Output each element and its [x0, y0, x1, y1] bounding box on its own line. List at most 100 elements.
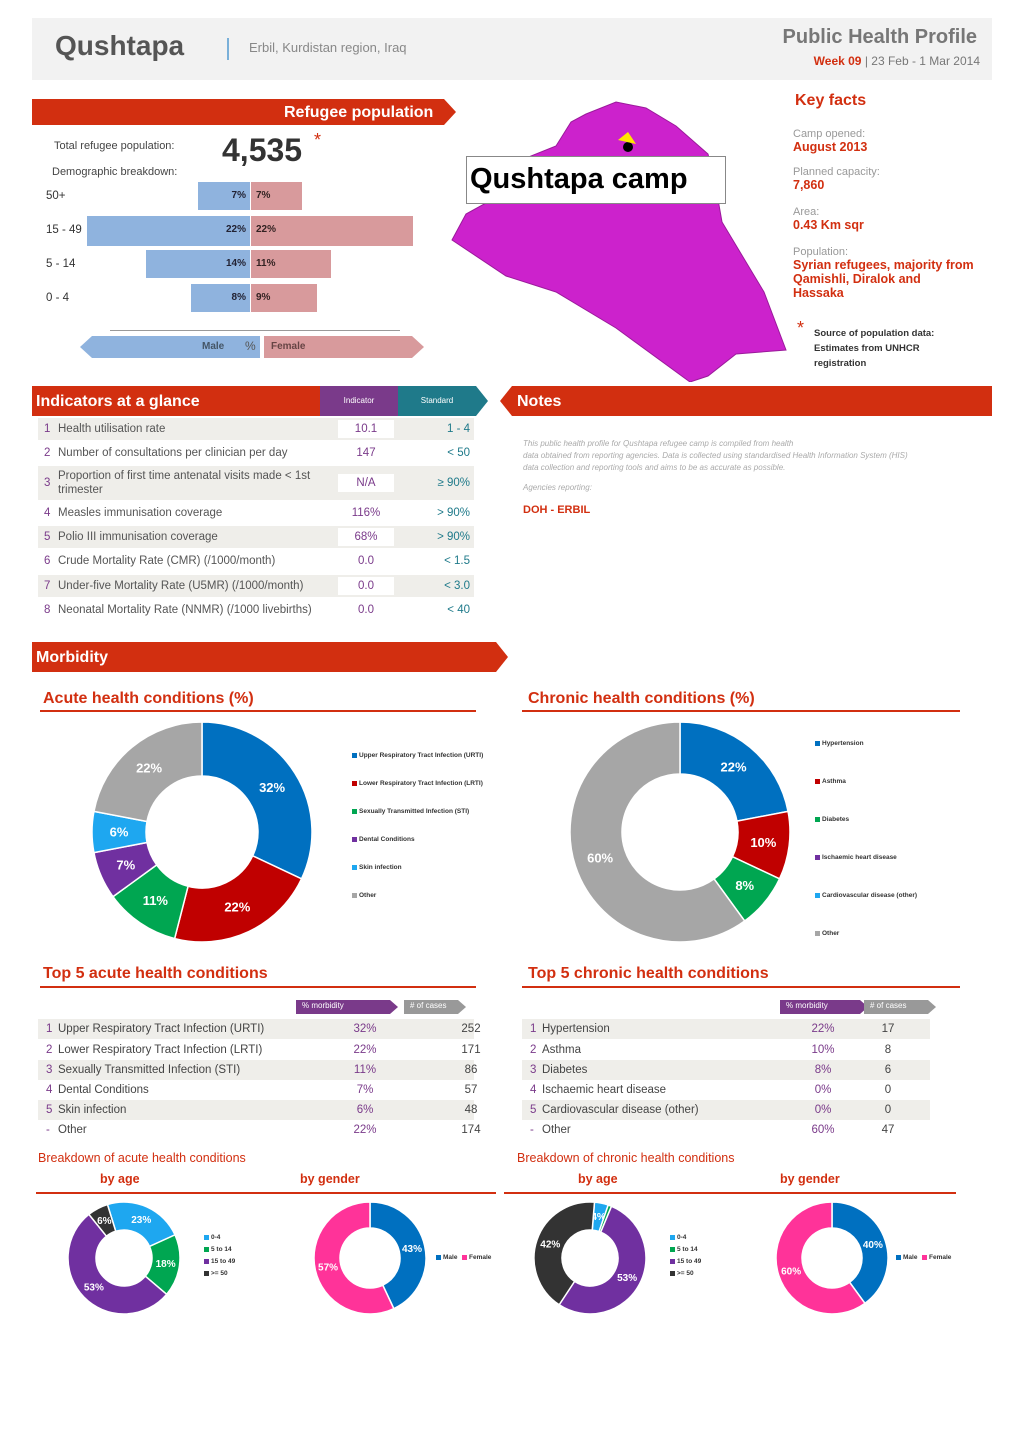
acute-by-age-legend: 0-4 5 to 14 15 to 49 >= 50 [204, 1234, 264, 1284]
indicator-label: Proportion of first time antenatal visit… [58, 469, 338, 497]
key-fact-value: August 2013 [793, 140, 868, 154]
female-arrow-shape [264, 336, 424, 358]
notes-bar [512, 386, 992, 416]
agencies-reporting: DOH - ERBIL [523, 504, 591, 516]
legend-swatch [204, 1258, 209, 1264]
indicator-label: Crude Mortality Rate (CMR) (/1000/month) [58, 555, 275, 567]
donut-slice [775, 1201, 866, 1315]
legend-swatch [670, 1234, 675, 1240]
indicator-label-text: Number of consultations per clinician pe… [58, 447, 288, 459]
donut-slice [201, 721, 313, 880]
chronic-by-gender-chart: 40% 60% [775, 1201, 889, 1315]
refugee-population-bar-tip [444, 99, 456, 125]
condition-row: - Other 22% 174 [38, 1120, 481, 1140]
refugee-population-title: Refugee population [284, 104, 434, 121]
condition-row: 3 Sexually Transmitted Infection (STI) 11%… [38, 1060, 477, 1080]
legend-swatch [352, 808, 357, 814]
age-group-label: 15 - 49 [46, 224, 82, 236]
indicator-standard: 1 - 4 [446, 423, 470, 435]
legend-label: Male [903, 1254, 918, 1261]
condition-label: Other [542, 1124, 571, 1136]
legend-label: Ischaemic heart disease [822, 854, 897, 861]
legend-swatch [815, 778, 820, 784]
male-arrow-shape [80, 336, 260, 358]
demographic-label: Demographic breakdown: [52, 166, 178, 178]
male-arrow [80, 336, 260, 358]
chronic-by-gender-label: by gender [780, 1172, 840, 1186]
acute-morbidity-header-label: % morbidity [302, 1001, 344, 1010]
legend-entry: Sexually Transmitted Infection (STI) [352, 808, 469, 815]
source-line: registration [814, 358, 867, 369]
legend-entry: Ischaemic heart disease [815, 854, 897, 861]
indicator-value: 10.1 [338, 420, 394, 438]
key-facts-panel [790, 86, 992, 378]
legend-entry: Other [815, 930, 839, 937]
donut-slice-label: 23% [131, 1215, 151, 1226]
legend-swatch [815, 930, 820, 936]
pct-label: % [245, 339, 256, 353]
camp-name: Qushtapa [55, 30, 185, 61]
condition-cases: 171 [461, 1044, 481, 1056]
top5-acute-rule [40, 986, 476, 988]
key-fact-value: 7,860 [793, 178, 825, 192]
indicator-row: 1 Health utilisation rate 10.1 1 - 4 [38, 418, 474, 440]
key-fact-population: Population: Syrian refugees, majority fr… [793, 246, 975, 300]
chronic-cases-header-shape [864, 1000, 936, 1014]
legend-entry: Asthma [815, 778, 846, 785]
condition-pct: 10% [811, 1044, 835, 1056]
legend-label: Diabetes [822, 816, 850, 823]
male-pct: 8% [231, 292, 246, 303]
donut-slice-label: 22% [224, 899, 250, 914]
legend-entry: Male [436, 1254, 457, 1261]
total-population-label: Total refugee population: [54, 140, 175, 152]
legend-label: Other [359, 892, 377, 899]
donut-slice [569, 721, 746, 943]
total-population-asterisk: * [314, 130, 322, 150]
condition-row: 3 Diabetes 8% 6 [522, 1060, 930, 1080]
condition-label: Cardiovascular disease (other) [542, 1104, 699, 1116]
pyramid-center-line [250, 178, 251, 330]
legend-label: 0-4 [677, 1234, 687, 1241]
camp-location: Erbil, Kurdistan region, Iraq [249, 40, 407, 55]
legend-entry: 15 to 49 [204, 1258, 235, 1265]
legend-label: 15 to 49 [677, 1258, 702, 1265]
condition-label: Upper Respiratory Tract Infection (URTI) [58, 1023, 265, 1035]
legend-swatch [670, 1246, 675, 1252]
donut-slice-label: 40% [863, 1240, 883, 1251]
legend-swatch [204, 1234, 209, 1240]
map-camp-label-box [466, 156, 726, 204]
donut-slice-label: 8% [735, 878, 754, 893]
indicator-value: 68% [338, 528, 394, 546]
agencies-label: Agencies reporting: [523, 483, 592, 492]
condition-row: 5 Skin infection 6% 48 [38, 1100, 477, 1120]
acute-cases-header-shape [404, 1000, 466, 1014]
condition-number: 5 [530, 1104, 537, 1116]
chronic-cases-header-label: # of cases [870, 1001, 907, 1010]
legend-swatch [352, 780, 357, 786]
indicator-number: 4 [44, 507, 51, 519]
indicator-label-text: trimester [58, 484, 103, 496]
indicator-row: 2 Number of consultations per clinician p… [38, 442, 474, 464]
morbidity-bar [32, 642, 496, 672]
indicator-value: N/A [338, 474, 394, 492]
indicator-label-text: Neonatal Mortality Rate (NNMR) (/1000 li… [58, 604, 312, 616]
notes-line: This public health profile for Qushtapa … [523, 439, 794, 448]
condition-pct: 11% [353, 1064, 377, 1076]
condition-row: 5 Cardiovascular disease (other) 0% 0 [522, 1100, 930, 1120]
condition-cases: 47 [881, 1124, 895, 1136]
condition-cases: 57 [464, 1084, 478, 1096]
condition-row: - Other 60% 47 [522, 1120, 930, 1140]
condition-pct: 6% [356, 1104, 374, 1116]
donut-slice [173, 854, 303, 943]
map-camp-label: Qushtapa camp [470, 163, 688, 195]
acute-by-gender-label: by gender [300, 1172, 360, 1186]
date-range: | 23 Feb - 1 Mar 2014 [864, 54, 980, 68]
acute-by-gender-legend: Male Female [436, 1254, 496, 1266]
population-source-note: Source of population data: Estimates fro… [814, 326, 934, 371]
indicator-row: 5 Polio III immunisation coverage 68% > 90% [38, 526, 474, 548]
donut-slice-label: 57% [318, 1263, 338, 1274]
condition-number: - [530, 1124, 534, 1136]
indicator-label-text: Proportion of first time antenatal visit… [58, 470, 311, 482]
condition-pct: 60% [811, 1124, 835, 1136]
legend-swatch [670, 1270, 675, 1276]
